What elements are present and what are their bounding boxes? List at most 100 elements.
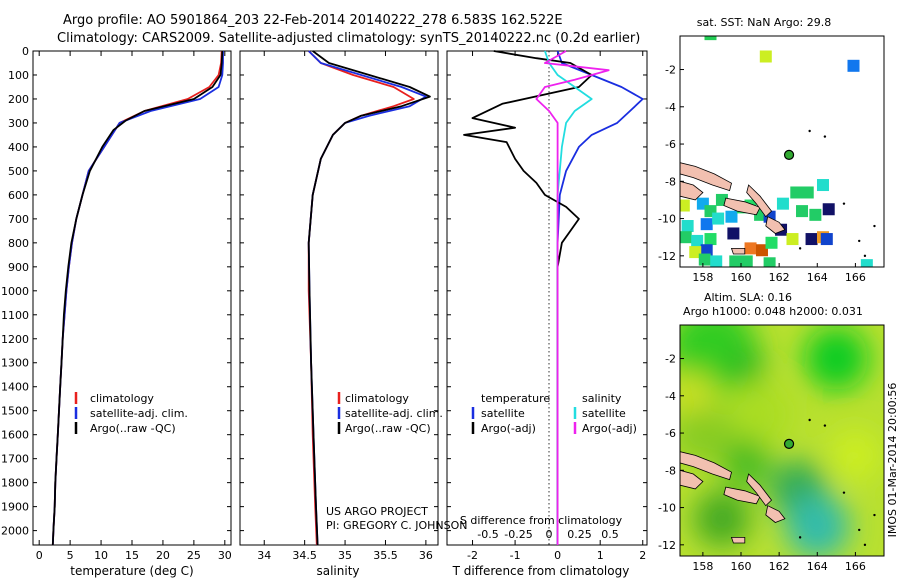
map-x-tick-label: 164 xyxy=(807,560,828,573)
s-tick-label: 0 xyxy=(546,528,553,541)
islet xyxy=(823,424,827,427)
depth-tick-label: 1600 xyxy=(1,429,29,442)
island xyxy=(765,216,786,234)
sst-map-title: sat. SST: NaN Argo: 29.8 xyxy=(697,16,831,29)
islet xyxy=(873,224,876,228)
sst-cell xyxy=(759,50,772,63)
series-line-t-argo-adj- xyxy=(463,50,593,545)
series-line-satellite-adj-clim- xyxy=(307,50,427,546)
island xyxy=(730,247,746,255)
x-tick-label: 34 xyxy=(257,549,271,562)
legend-label-satellite: satellite-adj. clim. xyxy=(345,407,443,420)
sst-land xyxy=(680,129,876,258)
depth-tick-label: 900 xyxy=(8,261,29,274)
x-tick-label: 10 xyxy=(94,549,108,562)
map-x-tick-label: 166 xyxy=(845,271,866,284)
sst-cell xyxy=(790,186,803,199)
map-y-tick-label: -8 xyxy=(665,464,676,477)
salinity-plot-frame xyxy=(239,50,439,546)
sst-cell xyxy=(680,199,690,212)
sla-blobs xyxy=(680,325,882,556)
sst-cell xyxy=(727,227,740,240)
sla-blob xyxy=(680,401,735,466)
sla-blob xyxy=(785,494,850,556)
credit-line-1: US ARGO PROJECT xyxy=(326,505,428,518)
t-difference-label: T difference from climatology xyxy=(452,564,630,578)
islet xyxy=(842,202,846,205)
map-y-tick-label: -6 xyxy=(665,427,676,440)
islet xyxy=(798,536,802,539)
depth-tick-label: 1000 xyxy=(1,285,29,298)
s-difference-label: S difference from climatology xyxy=(460,514,623,527)
islet xyxy=(808,418,811,422)
series-line-climatology xyxy=(51,50,223,546)
sst-cell xyxy=(765,236,778,249)
island xyxy=(746,184,773,218)
x-tick-label: 1 xyxy=(597,549,604,562)
legend-title-temperature: temperature xyxy=(481,392,550,405)
depth-tick-label: 1100 xyxy=(1,309,29,322)
sst-cell xyxy=(691,234,704,247)
temperature-legend: climatology satellite-adj. clim. Argo(..… xyxy=(74,392,188,435)
island xyxy=(680,162,732,192)
series-line-climatology xyxy=(307,50,415,546)
legend-label-argo: Argo(..raw -QC) xyxy=(345,422,431,435)
sst-cell xyxy=(822,203,835,216)
depth-tick-label: 300 xyxy=(8,117,29,130)
x-tick-label: 0 xyxy=(554,549,561,562)
map-y-tick-label: -12 xyxy=(658,539,676,552)
difference-plot-frame xyxy=(446,50,648,546)
sla-map-frame xyxy=(679,324,885,557)
legend-label-t-argo: Argo(-adj) xyxy=(481,422,536,435)
series-line-argo-raw-qc- xyxy=(307,50,431,546)
depth-tick-label: 1400 xyxy=(1,381,29,394)
island xyxy=(723,486,761,505)
sst-cell xyxy=(704,36,717,41)
map-x-tick-label: 158 xyxy=(692,271,713,284)
sla-ticks: 158 160 162 164 166 -2 -4 -6 -8 -10 -12 xyxy=(658,353,866,573)
islet xyxy=(873,513,876,517)
islet xyxy=(808,129,811,133)
map-x-tick-label: 166 xyxy=(845,560,866,573)
sst-map-panel: sat. SST: NaN Argo: 29.8 158 160 162 164 166… xyxy=(658,16,885,284)
map-y-tick-label: -4 xyxy=(665,390,676,403)
map-y-tick-label: -10 xyxy=(658,213,676,226)
x-tick-label: -1 xyxy=(510,549,521,562)
salinity-lines xyxy=(307,50,431,546)
island xyxy=(680,180,704,201)
difference-panel: -2 -1 0 1 2 -0.5 -0.25 0 0.25 0.5 temperature sal… xyxy=(446,50,648,578)
x-tick-label: -2 xyxy=(467,549,478,562)
legend-label-s-argo: Argo(-adj) xyxy=(582,422,637,435)
island xyxy=(680,451,732,481)
s-tick-label: 0.5 xyxy=(601,528,619,541)
depth-tick-label: 1300 xyxy=(1,357,29,370)
x-tick-label: 5 xyxy=(67,549,74,562)
depth-tick-label: 1500 xyxy=(1,405,29,418)
credit-line-2: PI: GREGORY C. JOHNSON xyxy=(326,519,467,532)
islet xyxy=(863,543,867,547)
s-tick-label: -0.5 xyxy=(477,528,498,541)
x-tick-label: 25 xyxy=(187,549,201,562)
islet xyxy=(798,247,802,250)
map-x-tick-label: 164 xyxy=(807,271,828,284)
island xyxy=(746,473,773,507)
depth-tick-label: 700 xyxy=(8,213,29,226)
sst-cell xyxy=(681,220,694,233)
sst-cell xyxy=(755,244,768,257)
sla-blob xyxy=(728,382,793,447)
sst-cell xyxy=(776,197,789,210)
profile-marker xyxy=(783,438,795,449)
map-x-tick-label: 162 xyxy=(769,560,790,573)
legend-label-satellite: satellite-adj. clim. xyxy=(90,407,188,420)
sla-map-panel: Altim. SLA: 0.16 Argo h1000: 0.048 h2000… xyxy=(658,291,885,573)
sla-land xyxy=(680,418,876,547)
islet xyxy=(842,491,846,494)
island xyxy=(765,505,786,523)
sst-map-frame xyxy=(679,35,885,268)
sst-cell xyxy=(700,244,713,257)
side-timestamp: IMOS 01-Mar-2014 20:00:56 xyxy=(886,383,899,538)
legend-label-argo: Argo(..raw -QC) xyxy=(90,422,176,435)
series-line-s-argo-adj- xyxy=(535,50,610,545)
sst-cell xyxy=(786,233,799,246)
